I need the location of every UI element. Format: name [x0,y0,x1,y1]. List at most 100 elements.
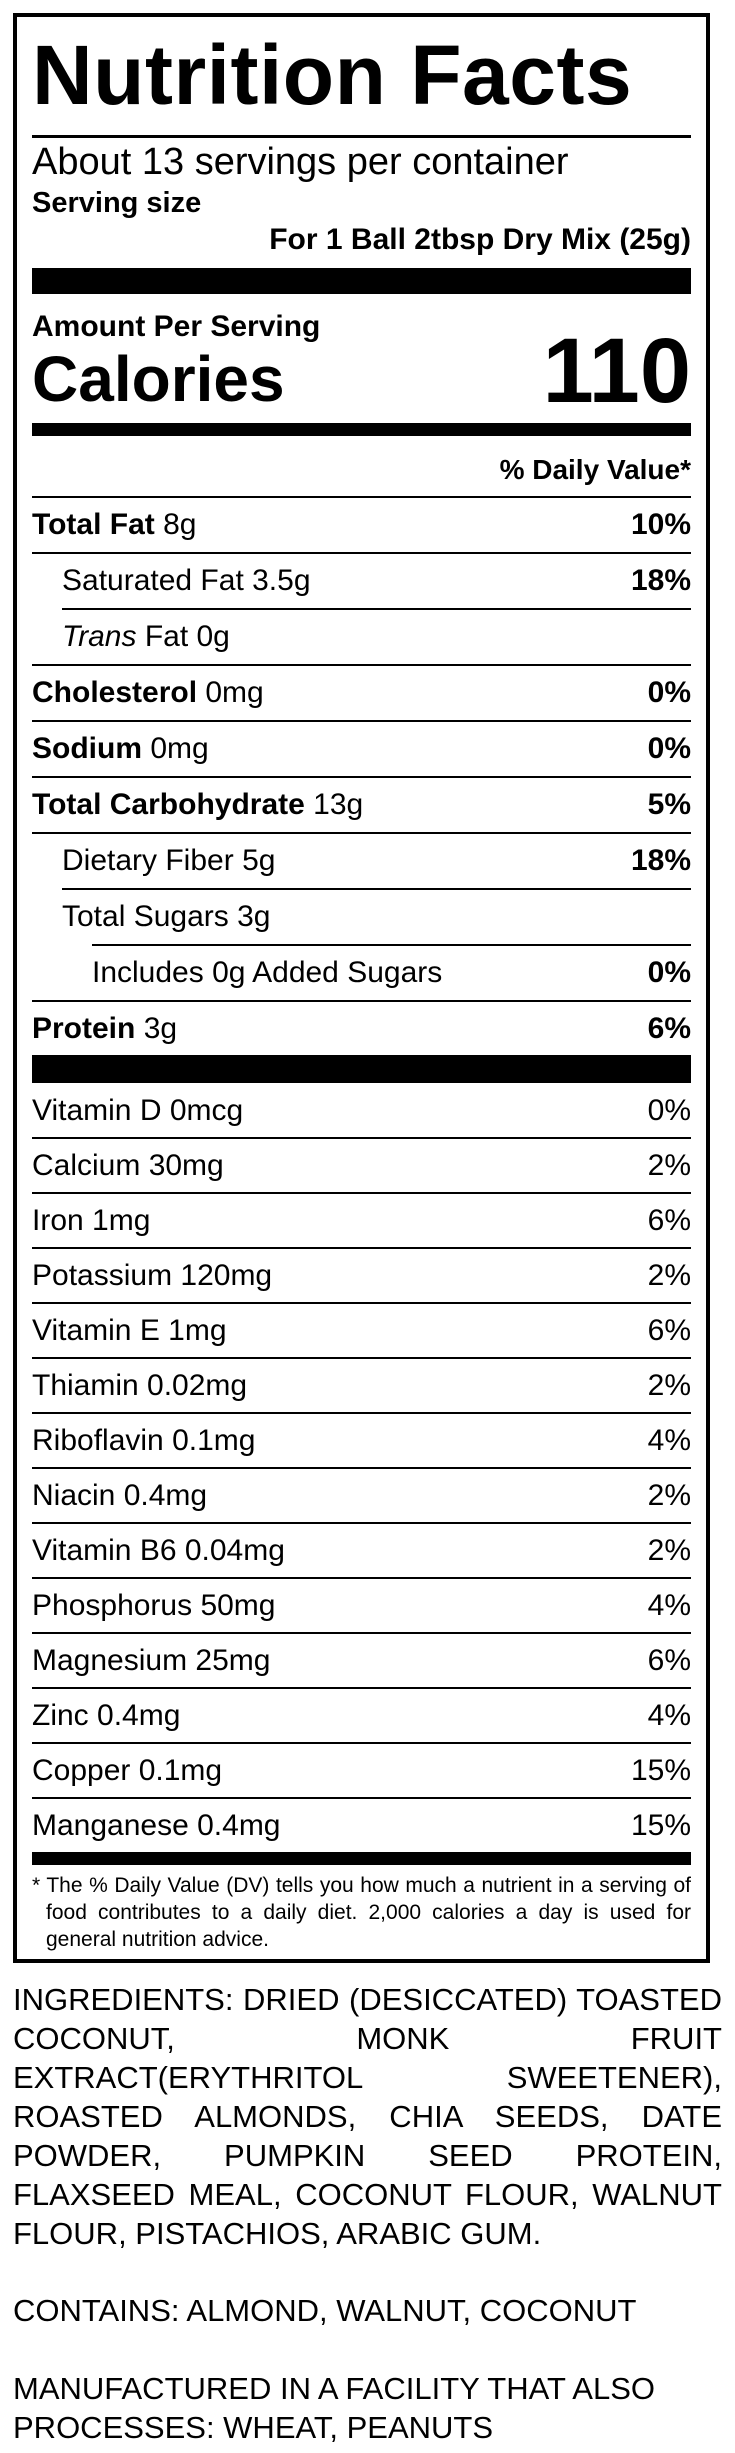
row-divider [32,776,691,778]
vitamin-name-amount: Magnesium 25mg [32,1644,271,1677]
row-divider [32,1687,691,1689]
vitamin-dv: 4% [647,1424,691,1457]
row-divider [32,1357,691,1359]
nutrient-row-sodium: Sodium 0mg 0% [32,722,691,776]
vitamin-row: Phosphorus 50mg 4% [32,1578,691,1633]
nutrient-row-added-sugars: Includes 0g Added Sugars 0% [32,946,691,1000]
vitamin-name-amount: Niacin 0.4mg [32,1479,208,1512]
daily-value-footnote: * The % Daily Value (DV) tells you how m… [32,1874,691,1951]
row-divider [32,720,691,722]
vitamin-dv: 15% [630,1809,691,1842]
nutrient-amount: Fat 0g [144,620,230,653]
amount-per-serving: Amount Per Serving [32,310,321,343]
row-divider [62,888,691,890]
daily-value-header: % Daily Value* [499,454,691,485]
vitamin-name-amount: Phosphorus 50mg [32,1589,276,1622]
row-divider [32,1247,691,1249]
nutrient-name: Total Fat [32,508,155,541]
vitamin-dv: 4% [647,1589,691,1622]
nutrient-dv: 0% [647,732,691,765]
nutrient-amount: 3.5g [252,564,311,597]
serving-size-label: Serving size [32,187,202,219]
nutrient-amount: 5g [242,844,276,877]
nutrient-name: Protein [32,1012,136,1045]
nutrient-row-trans-fat: Trans Fat 0g [32,610,691,664]
divider-thin [32,135,691,138]
facility-warning: MANUFACTURED IN A FACILITY THAT ALSO PRO… [13,2371,655,2445]
calories-label: Calories [32,343,285,415]
vitamin-row: Niacin 0.4mg 2% [32,1468,691,1523]
divider-thick [32,268,691,294]
vitamin-row: Iron 1mg 6% [32,1193,691,1248]
vitamin-name-amount: Zinc 0.4mg [32,1699,181,1732]
vitamin-row: Thiamin 0.02mg 2% [32,1358,691,1413]
divider-thin [32,496,691,498]
nutrient-name: Includes 0g Added Sugars [92,956,443,989]
vitamin-row: Manganese 0.4mg 15% [32,1798,691,1853]
row-divider [32,1000,691,1002]
vitamin-name-amount: Calcium 30mg [32,1149,224,1182]
divider-medium [32,1852,691,1865]
nutrient-amount: 13g [313,788,364,821]
nutrient-dv: 18% [630,844,691,877]
row-divider [32,1412,691,1414]
nutrient-name: Cholesterol [32,676,198,709]
row-divider [32,1577,691,1579]
nutrient-name: Dietary Fiber [62,844,234,877]
row-divider [32,664,691,666]
vitamin-dv: 2% [647,1369,691,1402]
nutrient-name: Trans [62,620,137,653]
vitamin-dv: 2% [647,1479,691,1512]
vitamin-dv: 6% [647,1314,691,1347]
nutrient-name: Saturated Fat [62,564,244,597]
vitamin-name-amount: Potassium 120mg [32,1259,273,1292]
row-divider [62,608,691,610]
nutrition-facts-panel: Nutrition Facts About 13 servings per co… [13,13,710,1963]
nutrient-name: Total Sugars [62,900,229,933]
row-divider [32,1192,691,1194]
vitamin-row: Calcium 30mg 2% [32,1138,691,1193]
serving-size-value: For 1 Ball 2tbsp Dry Mix (25g) [269,223,691,256]
vitamin-dv: 4% [647,1699,691,1732]
row-divider [32,1632,691,1634]
row-divider [32,1522,691,1524]
nutrient-dv: 0% [647,676,691,709]
vitamin-name-amount: Manganese 0.4mg [32,1809,281,1842]
vitamin-dv: 2% [647,1259,691,1292]
vitamin-row: Riboflavin 0.1mg 4% [32,1413,691,1468]
vitamin-dv: 0% [647,1094,691,1127]
vitamin-row: Magnesium 25mg 6% [32,1633,691,1688]
nutrient-row-total-carbohydrate: Total Carbohydrate 13g 5% [32,778,691,832]
row-divider [92,944,691,946]
nutrient-row-total-sugars: Total Sugars 3g [32,890,691,944]
row-divider [32,1302,691,1304]
vitamin-name-amount: Copper 0.1mg [32,1754,223,1787]
nutrient-amount: 0mg [150,732,209,765]
row-divider [32,1467,691,1469]
nutrient-dv: 5% [647,788,691,821]
vitamin-name-amount: Riboflavin 0.1mg [32,1424,256,1457]
nutrient-dv: 10% [630,508,691,541]
vitamin-row: Potassium 120mg 2% [32,1248,691,1303]
vitamin-row: Copper 0.1mg 15% [32,1743,691,1798]
nutrient-amount: 3g [237,900,271,933]
vitamin-row: Vitamin E 1mg 6% [32,1303,691,1358]
nutrient-row-dietary-fiber: Dietary Fiber 5g 18% [32,834,691,888]
vitamin-dv: 2% [647,1534,691,1567]
vitamin-dv: 6% [647,1204,691,1237]
nutrient-row-saturated-fat: Saturated Fat 3.5g 18% [32,554,691,608]
vitamin-row: Vitamin D 0mcg 0% [32,1083,691,1138]
nutrient-row-total-fat: Total Fat 8g 10% [32,498,691,552]
nutrient-amount: 8g [163,508,197,541]
vitamin-dv: 6% [647,1644,691,1677]
servings-per-container: About 13 servings per container [32,141,569,183]
vitamin-dv: 15% [630,1754,691,1787]
vitamin-dv: 2% [647,1149,691,1182]
vitamin-name-amount: Thiamin 0.02mg [32,1369,248,1402]
row-divider [32,1797,691,1799]
row-divider [32,1742,691,1744]
allergen-contains: CONTAINS: ALMOND, WALNUT, COCONUT [13,2293,637,2328]
divider-medium [32,423,691,436]
row-divider [32,1137,691,1139]
divider-thick [32,1055,691,1083]
